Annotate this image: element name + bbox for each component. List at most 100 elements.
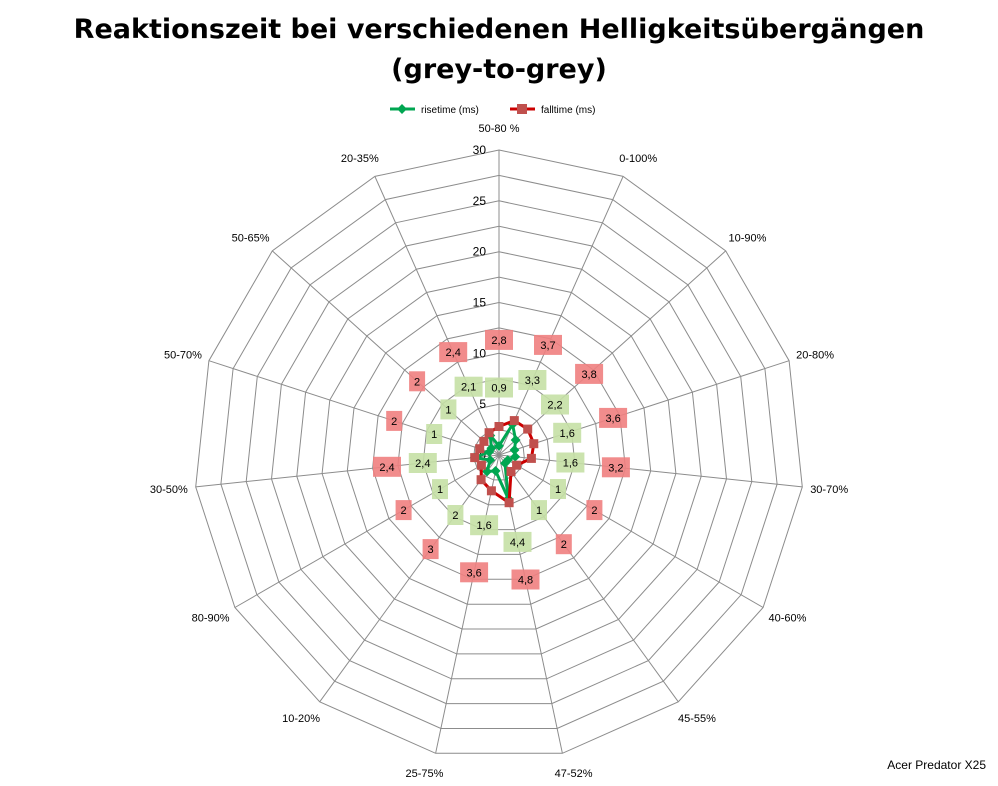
svg-text:2: 2 <box>401 505 407 517</box>
data-label-falltime: 2,8 <box>485 329 513 350</box>
data-label-risetime: 0,9 <box>485 377 513 398</box>
data-label-falltime: 2 <box>586 500 603 521</box>
data-label-risetime: 1,6 <box>470 515 499 536</box>
legend-item-risetime: risetime (ms) <box>390 104 479 116</box>
data-point-risetime <box>490 465 501 476</box>
svg-text:2: 2 <box>391 416 397 428</box>
svg-text:1: 1 <box>445 404 451 416</box>
category-label: 40-60% <box>769 613 807 625</box>
svg-text:2,4: 2,4 <box>379 462 394 474</box>
svg-text:2,4: 2,4 <box>415 458 430 470</box>
radial-tick-label: 30 <box>473 143 487 157</box>
svg-text:3,7: 3,7 <box>540 340 555 352</box>
data-point-risetime <box>509 445 520 455</box>
svg-text:1: 1 <box>431 429 437 441</box>
data-label-falltime: 2,4 <box>439 342 468 363</box>
svg-text:1: 1 <box>555 484 561 496</box>
data-label-risetime: 2,2 <box>541 394 569 415</box>
grid-ring <box>321 276 677 630</box>
grid-spoke <box>374 176 500 456</box>
grid-spoke <box>435 454 500 754</box>
data-label-risetime: 1 <box>531 500 547 521</box>
grid-ring <box>220 174 778 729</box>
svg-text:3,2: 3,2 <box>608 462 623 474</box>
svg-text:4,4: 4,4 <box>510 537 525 549</box>
series-falltime <box>470 416 539 508</box>
chart-subtitle: (grey-to-grey) <box>391 54 607 85</box>
grid-spoke <box>319 454 500 703</box>
data-label-risetime: 3,3 <box>518 370 547 390</box>
data-point-falltime <box>486 486 496 496</box>
legend-label-falltime: falltime (ms) <box>541 105 595 116</box>
category-label: 50-65% <box>232 233 270 245</box>
grid-spoke <box>498 176 624 456</box>
category-label: 25-75% <box>405 768 443 780</box>
category-label: 10-20% <box>282 713 320 725</box>
grid-ring <box>397 352 601 555</box>
grid-ring <box>195 149 803 754</box>
data-label-falltime: 3,6 <box>599 407 628 428</box>
data-point-falltime <box>476 460 486 470</box>
data-label-risetime: 1,6 <box>556 452 585 473</box>
data-label-falltime: 4,8 <box>511 569 540 590</box>
svg-text:3,6: 3,6 <box>605 413 620 425</box>
data-point-falltime <box>506 467 516 476</box>
grid-ring <box>422 378 576 531</box>
data-point-falltime <box>479 436 489 446</box>
data-point-falltime <box>526 453 536 463</box>
data-point-falltime <box>470 453 480 463</box>
radial-tick-label: 5 <box>479 397 486 411</box>
data-label-falltime: 3,6 <box>460 562 489 583</box>
data-labels: 0,9 3,3 2,2 1,6 1,6 1 1 4,4 1,6 2 1 2,4 1 1 2,1 2,8 3,7 3… <box>373 329 630 590</box>
category-labels: 50-80 % 0-100% 10-90% 20-80% 30-70% 40-60% 45-… <box>150 123 848 780</box>
data-label-falltime: 2 <box>386 410 403 431</box>
grid-ring <box>245 200 753 705</box>
grid-spoke <box>208 360 500 456</box>
svg-text:1: 1 <box>437 484 443 496</box>
data-label-falltime: 3,7 <box>534 334 562 355</box>
svg-text:2,4: 2,4 <box>446 347 461 359</box>
grid-ring <box>372 327 626 580</box>
data-label-falltime: 3,8 <box>575 363 604 384</box>
grid-ring <box>447 403 551 506</box>
svg-text:2: 2 <box>452 510 458 522</box>
category-label: 50-80 % <box>479 123 520 135</box>
data-label-risetime: 1 <box>432 479 448 500</box>
data-point-falltime <box>504 498 514 508</box>
data-point-falltime <box>523 424 533 434</box>
data-point-falltime <box>484 428 494 438</box>
radar-grid <box>195 149 803 754</box>
chart-title: Reaktionszeit bei verschiedenen Helligke… <box>73 14 925 45</box>
grid-spoke <box>498 360 790 456</box>
svg-text:2: 2 <box>414 376 420 388</box>
data-label-risetime: 1 <box>426 424 443 444</box>
watermark: Acer Predator X25 <box>887 758 986 772</box>
svg-text:3,6: 3,6 <box>466 567 481 579</box>
legend-label-risetime: risetime (ms) <box>421 105 479 116</box>
radial-tick-label: 25 <box>473 194 487 208</box>
category-label: 20-80% <box>796 350 834 362</box>
grid-ring <box>346 301 652 605</box>
data-label-risetime: 4,4 <box>503 531 532 552</box>
svg-text:3,3: 3,3 <box>525 375 540 387</box>
svg-text:2: 2 <box>591 505 597 517</box>
data-label-falltime: 2 <box>409 371 426 392</box>
svg-text:1,6: 1,6 <box>476 520 491 532</box>
data-label-falltime: 2 <box>395 500 412 521</box>
svg-text:2: 2 <box>561 539 567 551</box>
data-label-falltime: 3,2 <box>601 457 630 478</box>
category-label: 45-55% <box>678 713 716 725</box>
data-label-falltime: 3 <box>422 539 439 560</box>
data-point-falltime <box>512 460 522 470</box>
data-point-falltime <box>476 475 486 485</box>
grid-spoke <box>271 250 500 456</box>
data-point-risetime <box>510 451 521 462</box>
svg-text:2,2: 2,2 <box>547 400 562 412</box>
data-label-risetime: 2 <box>447 505 464 525</box>
category-label: 30-70% <box>810 484 848 496</box>
grid-spoke <box>498 454 803 488</box>
data-label-risetime: 2,4 <box>408 453 437 473</box>
svg-text:4,8: 4,8 <box>518 575 533 587</box>
category-label: 10-90% <box>729 233 767 245</box>
